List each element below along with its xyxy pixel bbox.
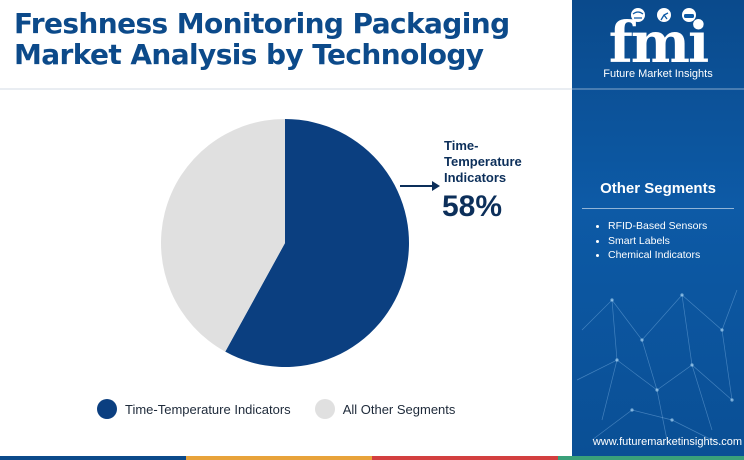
logo-runner-icon [657,8,671,22]
legend-label-tti: Time-Temperature Indicators [125,401,291,417]
other-segment-item: RFID-Based Sensors [586,219,707,234]
fmi-logo: fmi [609,8,710,68]
logo-globe-icon [631,8,645,22]
logo-car-icon [682,8,696,22]
other-segments-divider [582,208,734,209]
callout-arrow [400,181,440,191]
pie-slices [161,119,409,367]
callout-label: Time-Temperature Indicators [444,138,522,185]
pie-chart [161,119,440,367]
brand-divider [572,88,744,90]
side-panel: fmi Future Market Insights Other Segment… [572,0,744,456]
callout-value: 58% [442,190,503,223]
chart-area: Freshness Monitoring Packaging Market An… [0,8,572,420]
title-line-2: Market Analysis by Technology [14,38,484,71]
legend-swatch-tti [97,399,117,419]
legend-label-others: All Other Segments [342,401,456,417]
chart-title: Freshness Monitoring Packaging Market An… [14,8,554,70]
title-line-1: Freshness Monitoring Packaging [14,7,510,40]
other-segment-item: Smart Labels [586,234,707,249]
pie-slice-time-temperature-indicators [225,119,409,367]
other-segments-list: RFID-Based Sensors Smart Labels Chemical… [586,219,707,263]
legend-item-tti: Time-Temperature Indicators [97,399,291,419]
website-url: www.futuremarketinsights.com [592,436,742,448]
bottom-color-strip [0,456,744,460]
legend-item-others: All Other Segments [314,399,456,419]
other-segments-title: Other Segments [600,180,716,197]
legend: Time-Temperature Indicators All Other Se… [97,398,455,420]
pie-slice-all-other-segments [161,119,285,352]
network-graphic [576,289,738,446]
other-segment-item: Chemical Indicators [586,248,707,263]
legend-swatch-others [314,399,335,419]
title-divider [0,88,572,90]
brand-name: Future Market Insights [603,68,713,80]
